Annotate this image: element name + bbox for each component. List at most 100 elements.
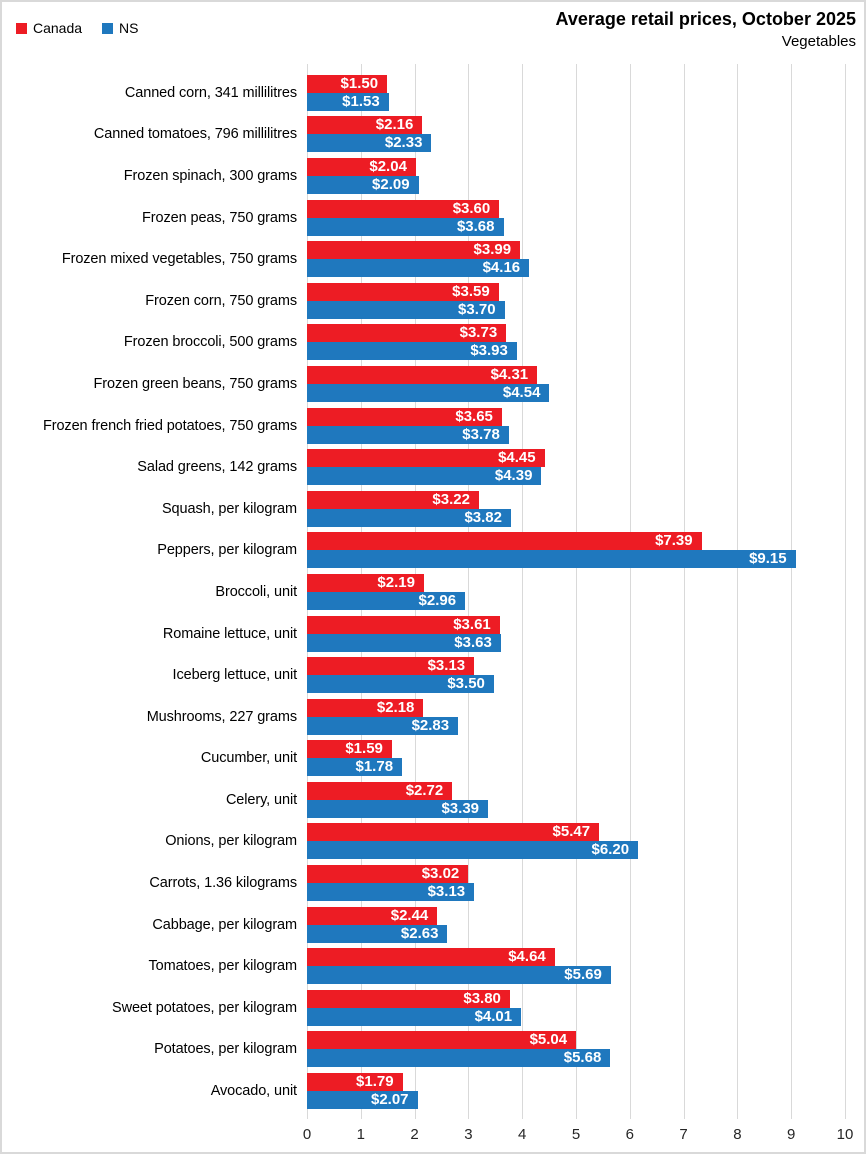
category-label: Frozen french fried potatoes, 750 grams <box>42 417 297 434</box>
bar-pair: $3.13 $3.50 <box>307 657 841 694</box>
bar-value-label: $5.04 <box>529 1031 568 1049</box>
bar-pair: $7.39 $9.15 <box>307 532 841 569</box>
bar-value-label: $3.93 <box>470 342 508 360</box>
category-row: Tomatoes, per kilogram $4.64 $5.69 <box>2 945 841 987</box>
bar-value-label: $3.22 <box>432 490 470 508</box>
bar-value-label: $5.68 <box>563 1049 602 1067</box>
gridline <box>522 64 524 1119</box>
bar-value-label: $2.07 <box>370 1091 409 1109</box>
bar-pair: $3.73 $3.93 <box>307 324 841 361</box>
bar-canada: $3.61 <box>307 615 500 634</box>
gridline <box>468 64 470 1119</box>
bar-canada: $2.04 <box>307 157 416 176</box>
bar-value-label: $3.02 <box>421 865 460 883</box>
category-label: Tomatoes, per kilogram <box>148 958 298 975</box>
x-axis-tick-label: 4 <box>518 1126 527 1143</box>
x-axis-tick-label: 10 <box>836 1126 854 1143</box>
bar-canada: $3.80 <box>307 989 510 1008</box>
x-axis-tick-label: 8 <box>733 1126 742 1143</box>
chart-titles: Average retail prices, October 2025 Vege… <box>556 8 857 51</box>
bar-rows: Canned corn, 341 millilitres $1.50 $1.53 Ca… <box>2 72 841 1112</box>
category-row: Frozen mixed vegetables, 750 grams $3.99 $… <box>2 238 841 280</box>
category-label: Frozen peas, 750 grams <box>142 209 297 226</box>
legend-label-ns: NS <box>119 20 139 36</box>
gridline <box>737 64 739 1119</box>
bar-canada: $1.50 <box>307 74 388 93</box>
bar-pair: $5.04 $5.68 <box>307 1031 841 1068</box>
category-label: Salad greens, 142 grams <box>137 459 297 476</box>
bar-ns: $4.54 <box>307 383 550 402</box>
x-axis-tick-label: 0 <box>302 1126 312 1143</box>
bar-value-label: $2.44 <box>390 906 429 924</box>
bar-value-label: $2.19 <box>377 573 415 591</box>
bar-canada: $5.47 <box>307 823 600 842</box>
bar-canada: $3.60 <box>307 199 500 218</box>
bar-value-label: $5.69 <box>564 966 602 984</box>
bar-value-label: $3.68 <box>456 217 495 235</box>
bar-ns: $3.50 <box>307 675 494 694</box>
category-label: Squash, per kilogram <box>161 500 297 517</box>
bar-canada: $3.02 <box>307 865 469 884</box>
bar-value-label: $3.13 <box>427 657 466 675</box>
chart-header: Canada NS Average retail prices, October… <box>2 2 864 64</box>
category-row: Canned tomatoes, 796 millilitres $2.16 $2.… <box>2 114 841 156</box>
category-label: Onions, per kilogram <box>165 833 297 850</box>
chart-title: Average retail prices, October 2025 <box>555 9 857 29</box>
category-label: Canned tomatoes, 796 millilitres <box>93 126 297 143</box>
bar-value-label: $1.59 <box>345 740 383 758</box>
category-label: Frozen green beans, 750 grams <box>93 375 298 392</box>
category-row: Cabbage, per kilogram $2.44 $2.63 <box>2 904 841 946</box>
bar-ns: $2.96 <box>307 591 466 610</box>
category-label: Broccoli, unit <box>215 583 297 600</box>
bar-ns: $2.33 <box>307 134 432 153</box>
bar-value-label: $3.63 <box>454 633 492 651</box>
category-row: Peppers, per kilogram $7.39 $9.15 <box>2 530 841 572</box>
gridline <box>845 64 846 1119</box>
category-row: Avocado, unit $1.79 $2.07 <box>2 1070 841 1112</box>
category-row: Sweet potatoes, per kilogram $3.80 $4.01 <box>2 987 841 1029</box>
bar-canada: $2.72 <box>307 781 453 800</box>
bar-value-label: $3.59 <box>452 282 490 300</box>
bar-ns: $1.53 <box>307 92 389 111</box>
bar-pair: $2.44 $2.63 <box>307 906 841 943</box>
bar-value-label: $2.63 <box>400 924 439 942</box>
category-label: Romaine lettuce, unit <box>162 625 297 642</box>
bar-value-label: $2.18 <box>376 698 415 716</box>
bar-canada: $4.45 <box>307 449 545 468</box>
bar-value-label: $2.09 <box>372 175 410 193</box>
bar-value-label: $3.39 <box>441 799 480 817</box>
bar-pair: $4.45 $4.39 <box>307 449 841 486</box>
category-label: Canned corn, 341 millilitres <box>124 84 297 101</box>
bar-pair: $3.99 $4.16 <box>307 241 841 278</box>
bar-pair: $4.31 $4.54 <box>307 365 841 402</box>
bar-canada: $2.19 <box>307 573 424 592</box>
legend-item-ns: NS <box>102 20 139 36</box>
x-axis-tick-label: 7 <box>679 1126 688 1143</box>
bar-ns: $2.63 <box>307 924 448 943</box>
category-label: Avocado, unit <box>210 1083 297 1100</box>
bar-pair: $2.16 $2.33 <box>307 116 841 153</box>
category-label: Mushrooms, 227 grams <box>146 708 297 725</box>
bar-canada: $5.04 <box>307 1031 577 1050</box>
bar-value-label: $5.47 <box>552 823 591 841</box>
bar-value-label: $4.01 <box>474 1007 513 1025</box>
bar-canada: $3.99 <box>307 241 521 260</box>
bar-pair: $2.18 $2.83 <box>307 698 841 735</box>
plot-area: Canned corn, 341 millilitres $1.50 $1.53 Ca… <box>2 64 864 1119</box>
bar-value-label: $9.15 <box>749 550 787 568</box>
bar-value-label: $2.83 <box>411 716 450 734</box>
x-axis-tick-label: 3 <box>464 1126 473 1143</box>
bar-ns: $6.20 <box>307 841 639 860</box>
legend: Canada NS <box>16 20 139 36</box>
bar-value-label: $2.72 <box>405 781 444 799</box>
bar-ns: $3.63 <box>307 633 501 652</box>
category-row: Cucumber, unit $1.59 $1.78 <box>2 738 841 780</box>
category-label: Frozen broccoli, 500 grams <box>123 334 297 351</box>
bar-pair: $1.59 $1.78 <box>307 740 841 777</box>
gridline <box>683 64 685 1119</box>
bar-value-label: $3.73 <box>459 324 498 342</box>
bar-value-label: $2.96 <box>418 591 457 609</box>
bar-ns: $5.68 <box>307 1049 611 1068</box>
bar-value-label: $1.78 <box>355 758 394 776</box>
x-axis-tick-label: 2 <box>410 1126 419 1143</box>
